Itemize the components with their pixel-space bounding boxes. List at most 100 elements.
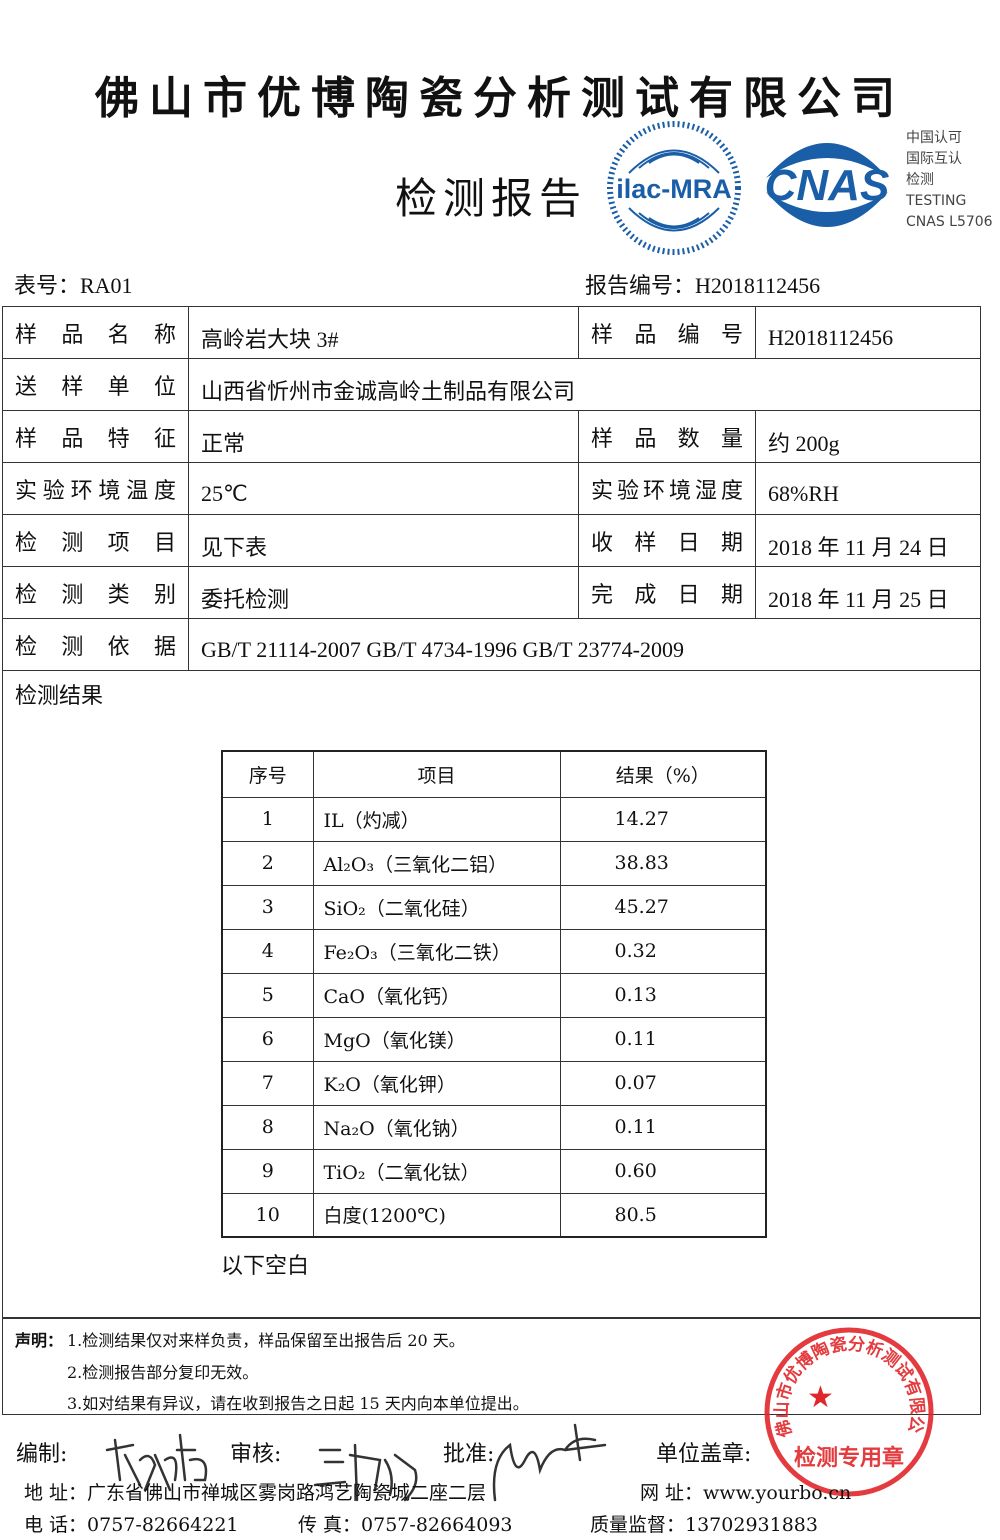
temp: 25℃ xyxy=(188,462,579,515)
row-item: Fe₂O₃（三氧化二铁） xyxy=(312,928,561,974)
sample-no: H2018112456 xyxy=(755,306,981,359)
row-result: 45.27 xyxy=(559,884,767,930)
label-humid: 实验环境湿度 xyxy=(578,462,756,515)
header-item: 项目 xyxy=(312,750,561,798)
ilac-mra-logo: ilac-MRA xyxy=(607,121,741,255)
statement: 声明： 1.检测结果仅对来样负责，样品保留至出报告后 20 天。 2.检测报告部… xyxy=(2,1318,981,1415)
result-row: 3 SiO₂（二氧化硅） 45.27 xyxy=(221,884,767,930)
row-no: 10 xyxy=(221,1192,314,1238)
result-row: 9 TiO₂（二氧化钛） 0.60 xyxy=(221,1148,767,1194)
item: 见下表 xyxy=(188,514,579,567)
quality-supervision: 质量监督：13702931883 xyxy=(590,1514,818,1536)
result-row: 6 MgO（氧化镁） 0.11 xyxy=(221,1016,767,1062)
statement-line: 3.如对结果有异议，请在收到报告之日起 15 天内向本单位提出。 xyxy=(67,1394,529,1413)
statement-label: 声明： xyxy=(15,1331,64,1350)
website: 网 址：www.yourbo.cn xyxy=(640,1482,852,1504)
company-name: 佛山市优博陶瓷分析测试有限公司 xyxy=(95,73,905,124)
row-result: 0.32 xyxy=(559,928,767,974)
label-sample-name: 样品名称 xyxy=(2,306,189,359)
row-result: 0.07 xyxy=(559,1060,767,1106)
results-header-row: 序号 项目 结果（%） xyxy=(221,750,767,798)
row-no: 6 xyxy=(221,1016,314,1062)
row-result: 0.60 xyxy=(559,1148,767,1194)
row-result: 0.11 xyxy=(559,1016,767,1062)
sender: 山西省忻州市金诚高岭土制品有限公司 xyxy=(188,358,981,411)
cnas-logo: CNAS xyxy=(765,143,890,227)
svg-text:佛山市优博陶瓷分析测试有限公司: 佛山市优博陶瓷分析测试有限公司 xyxy=(762,1325,927,1440)
review-label: 审核: xyxy=(230,1442,282,1467)
humid: 68%RH xyxy=(755,462,981,515)
company-seal-stamp: 佛山市优博陶瓷分析测试有限公司 ★ 检测专用章 xyxy=(762,1325,934,1497)
result-row: 5 CaO（氧化钙） 0.13 xyxy=(221,972,767,1018)
header-no: 序号 xyxy=(221,750,314,798)
row-item: SiO₂（二氧化硅） xyxy=(312,884,561,930)
label-sender: 送样单位 xyxy=(2,358,189,411)
label-item: 检测项目 xyxy=(2,514,189,567)
row-no: 7 xyxy=(221,1060,314,1106)
statement-line: 1.检测结果仅对来样负责，样品保留至出报告后 20 天。 xyxy=(67,1331,465,1350)
label-recv: 收样日期 xyxy=(578,514,756,567)
results-table: 序号 项目 结果（%） 1 IL（灼减） 14.27 2 Al₂O₃（三氧化二铝） 38.… xyxy=(221,750,767,1238)
row-item: TiO₂（二氧化钛） xyxy=(312,1148,561,1194)
sample-name: 高岭岩大块 3# xyxy=(188,306,579,359)
result-row: 10 白度(1200℃) 80.5 xyxy=(221,1192,767,1238)
row-item: IL（灼减） xyxy=(312,796,561,842)
handwritten-signatures xyxy=(105,1423,607,1502)
row-item: 白度(1200℃) xyxy=(312,1192,561,1238)
cnas-line: 中国认可 xyxy=(906,130,962,146)
cnas-line: TESTING xyxy=(906,193,967,209)
row-result: 0.13 xyxy=(559,972,767,1018)
row-item: MgO（氧化镁） xyxy=(312,1016,561,1062)
row-item: K₂O（氧化钾） xyxy=(312,1060,561,1106)
label-qty: 样品数量 xyxy=(578,410,756,463)
label-done: 完成日期 xyxy=(578,566,756,619)
label-feature: 样品特征 xyxy=(2,410,189,463)
result-row: 8 Na₂O（氧化钠） 0.11 xyxy=(221,1104,767,1150)
result-row: 7 K₂O（氧化钾） 0.07 xyxy=(221,1060,767,1106)
done-date: 2018 年 11 月 25 日 xyxy=(755,566,981,619)
result-row: 1 IL（灼减） 14.27 xyxy=(221,796,767,842)
row-no: 1 xyxy=(221,796,314,842)
results-title: 检测结果 xyxy=(15,684,104,709)
report-title: 检测报告 xyxy=(395,174,588,223)
cnas-logo-text: CNAS xyxy=(765,161,890,210)
header-result: 结果（%） xyxy=(559,750,767,798)
label-type: 检测类别 xyxy=(2,566,189,619)
row-item: CaO（氧化钙） xyxy=(312,972,561,1018)
address: 地 址：广东省佛山市禅城区雾岗路鸿艺陶瓷城二座二层 xyxy=(24,1482,487,1504)
row-no: 3 xyxy=(221,884,314,930)
ilac-logo-text: ilac-MRA xyxy=(616,174,732,204)
statement-line: 2.检测报告部分复印无效。 xyxy=(67,1363,259,1382)
cnas-line: 国际互认 xyxy=(906,151,962,167)
label-temp: 实验环境温度 xyxy=(2,462,189,515)
results-section: 检测结果 序号 项目 结果（%） 1 IL（灼减） 14.27 2 Al₂O₃（三氧化二… xyxy=(2,668,981,1318)
compile-label: 编制: xyxy=(16,1442,68,1467)
row-no: 9 xyxy=(221,1148,314,1194)
cnas-line: 检测 xyxy=(906,172,934,188)
row-result: 38.83 xyxy=(559,840,767,886)
stamp-text: 佛山市优博陶瓷分析测试有限公司 xyxy=(762,1325,927,1440)
sample-info-table: 样品名称 高岭岩大块 3# 样品编号 H2018112456 送样单位 山西省忻… xyxy=(2,306,981,671)
fax: 传 真：0757-82664093 xyxy=(298,1514,513,1536)
label-basis: 检测依据 xyxy=(2,618,189,671)
feature: 正常 xyxy=(188,410,579,463)
blank-note: 以下空白 xyxy=(221,1254,310,1279)
row-no: 8 xyxy=(221,1104,314,1150)
row-no: 2 xyxy=(221,840,314,886)
form-number: 表号：RA01 xyxy=(14,273,133,298)
row-result: 80.5 xyxy=(559,1192,767,1238)
row-result: 14.27 xyxy=(559,796,767,842)
approve-label: 批准: xyxy=(443,1442,495,1467)
row-no: 4 xyxy=(221,928,314,974)
phone: 电 话：0757-82664221 xyxy=(24,1514,239,1536)
row-item: Na₂O（氧化钠） xyxy=(312,1104,561,1150)
stamp-subtext: 检测专用章 xyxy=(794,1445,904,1471)
qty: 约 200g xyxy=(755,410,981,463)
test-type: 委托检测 xyxy=(188,566,579,619)
cnas-accreditation-text: 中国认可 国际互认 检测 TESTING CNAS L5706 xyxy=(906,128,993,233)
basis: GB/T 21114-2007 GB/T 4734-1996 GB/T 2377… xyxy=(188,618,981,671)
row-item: Al₂O₃（三氧化二铝） xyxy=(312,840,561,886)
row-no: 5 xyxy=(221,972,314,1018)
label-sample-no: 样品编号 xyxy=(578,306,756,359)
recv-date: 2018 年 11 月 24 日 xyxy=(755,514,981,567)
